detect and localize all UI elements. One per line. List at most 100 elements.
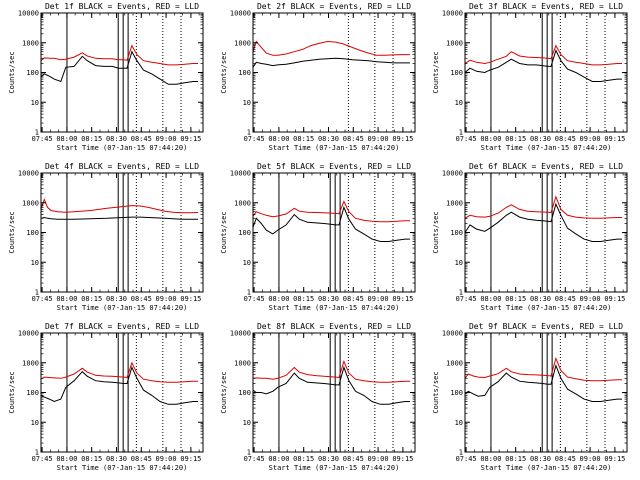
x-tick-label: 09:00 [580, 295, 601, 303]
x-tick-label: 08:30 [318, 455, 339, 463]
series-line-lld [40, 44, 198, 66]
x-axis-label: Start Time (07-Jan-15 07:44:20) [481, 464, 612, 472]
x-tick-label: 08:30 [106, 455, 127, 463]
plot-frame [464, 12, 628, 133]
y-tick-label: 10 [31, 259, 39, 267]
x-tick-label: 08:15 [505, 295, 526, 303]
y-tick-label: 100 [238, 229, 251, 237]
x-tick-label: 08:00 [56, 455, 77, 463]
x-tick-label: 08:30 [106, 295, 127, 303]
x-tick-label: 07:45 [244, 135, 265, 143]
series-line-lld [252, 40, 410, 56]
y-axis-label: Counts/sec [8, 51, 16, 93]
x-tick-label: 08:00 [480, 295, 501, 303]
y-tick-label: 100 [450, 229, 463, 237]
plot-frame [40, 12, 204, 133]
y-tick-label: 10000 [442, 330, 463, 338]
x-tick-label: 09:15 [392, 455, 413, 463]
plot-frame [464, 332, 628, 453]
series-line-lld [252, 360, 410, 383]
x-axis-label: Start Time (07-Jan-15 07:44:20) [269, 144, 400, 152]
x-tick-label: 08:45 [555, 295, 576, 303]
y-tick-label: 10 [31, 419, 39, 427]
plot-frame [252, 172, 416, 293]
y-axis-label: Counts/sec [8, 371, 16, 413]
y-tick-label: 100 [450, 389, 463, 397]
x-tick-label: 09:00 [580, 135, 601, 143]
y-tick-label: 1000 [234, 199, 251, 207]
y-tick-label: 10000 [230, 330, 251, 338]
x-tick-label: 08:15 [81, 455, 102, 463]
y-tick-label: 1 [35, 289, 39, 297]
x-tick-label: 08:00 [268, 135, 289, 143]
x-tick-label: 08:15 [293, 135, 314, 143]
x-axis-label: Start Time (07-Jan-15 07:44:20) [481, 304, 612, 312]
x-tick-label: 08:45 [131, 295, 152, 303]
detector-panel-5: Det 5f BLACK = Events, RED = LLD 1 10 100 10… [220, 162, 416, 312]
x-tick-label: 09:15 [604, 455, 625, 463]
series-line-events [252, 365, 410, 405]
y-tick-label: 1 [459, 449, 463, 457]
x-tick-label: 08:45 [343, 295, 364, 303]
y-tick-label: 10 [243, 419, 251, 427]
x-tick-label: 08:00 [268, 295, 289, 303]
y-tick-label: 10000 [230, 170, 251, 178]
x-tick-label: 09:15 [604, 295, 625, 303]
y-tick-label: 1000 [234, 359, 251, 367]
x-tick-label: 09:00 [368, 455, 389, 463]
y-axis-label: Counts/sec [220, 51, 228, 93]
detector-panel-2: Det 2f BLACK = Events, RED = LLD 1 10 100 10… [220, 2, 416, 152]
y-tick-label: 10000 [230, 10, 251, 18]
y-axis-label: Counts/sec [432, 51, 440, 93]
x-tick-label: 08:30 [530, 455, 551, 463]
y-tick-label: 1 [247, 449, 251, 457]
x-tick-label: 09:00 [368, 295, 389, 303]
x-tick-label: 08:30 [530, 135, 551, 143]
panel-title: Det 8f BLACK = Events, RED = LLD [257, 322, 411, 331]
y-tick-label: 100 [238, 389, 251, 397]
series-line-events [252, 57, 410, 68]
x-tick-label: 09:00 [580, 455, 601, 463]
x-tick-label: 09:15 [180, 295, 201, 303]
y-tick-label: 10000 [18, 330, 39, 338]
y-tick-label: 10 [243, 259, 251, 267]
y-tick-label: 1000 [22, 39, 39, 47]
x-axis-label: Start Time (07-Jan-15 07:44:20) [57, 304, 188, 312]
y-tick-label: 10000 [442, 170, 463, 178]
x-tick-label: 08:15 [293, 295, 314, 303]
panel-title: Det 9f BLACK = Events, RED = LLD [469, 322, 623, 331]
y-tick-label: 100 [26, 389, 39, 397]
y-tick-label: 100 [26, 229, 39, 237]
detector-panel-6: Det 6f BLACK = Events, RED = LLD 1 10 100 10… [432, 162, 628, 312]
y-tick-label: 1000 [22, 199, 39, 207]
x-tick-label: 08:15 [81, 295, 102, 303]
x-tick-label: 09:00 [156, 455, 177, 463]
x-tick-label: 09:15 [392, 295, 413, 303]
y-axis-label: Counts/sec [8, 211, 16, 253]
plot-frame [252, 332, 416, 453]
y-tick-label: 10000 [442, 10, 463, 18]
y-tick-label: 10 [31, 99, 39, 107]
y-tick-label: 1000 [22, 359, 39, 367]
x-tick-label: 08:00 [56, 295, 77, 303]
x-tick-label: 09:00 [156, 135, 177, 143]
plot-frame [40, 332, 204, 453]
series-line-lld [464, 44, 622, 66]
detector-panel-3: Det 3f BLACK = Events, RED = LLD 1 10 100 10… [432, 2, 628, 152]
panel-title: Det 6f BLACK = Events, RED = LLD [469, 162, 623, 171]
series-line-events [40, 50, 198, 85]
x-axis-label: Start Time (07-Jan-15 07:44:20) [57, 144, 188, 152]
x-tick-label: 08:15 [505, 455, 526, 463]
y-tick-label: 1000 [446, 39, 463, 47]
x-tick-label: 09:00 [156, 295, 177, 303]
y-tick-label: 10 [455, 99, 463, 107]
x-tick-label: 09:15 [180, 135, 201, 143]
series-line-lld [40, 197, 199, 214]
x-tick-label: 08:00 [268, 455, 289, 463]
detector-panel-8: Det 8f BLACK = Events, RED = LLD 1 10 100 10… [220, 322, 416, 472]
x-tick-label: 07:45 [32, 455, 53, 463]
series-line-events [464, 363, 622, 402]
detector-panel-9: Det 9f BLACK = Events, RED = LLD 1 10 100 10… [432, 322, 628, 472]
detector-panel-7: Det 7f BLACK = Events, RED = LLD 1 10 100 10… [8, 322, 204, 472]
